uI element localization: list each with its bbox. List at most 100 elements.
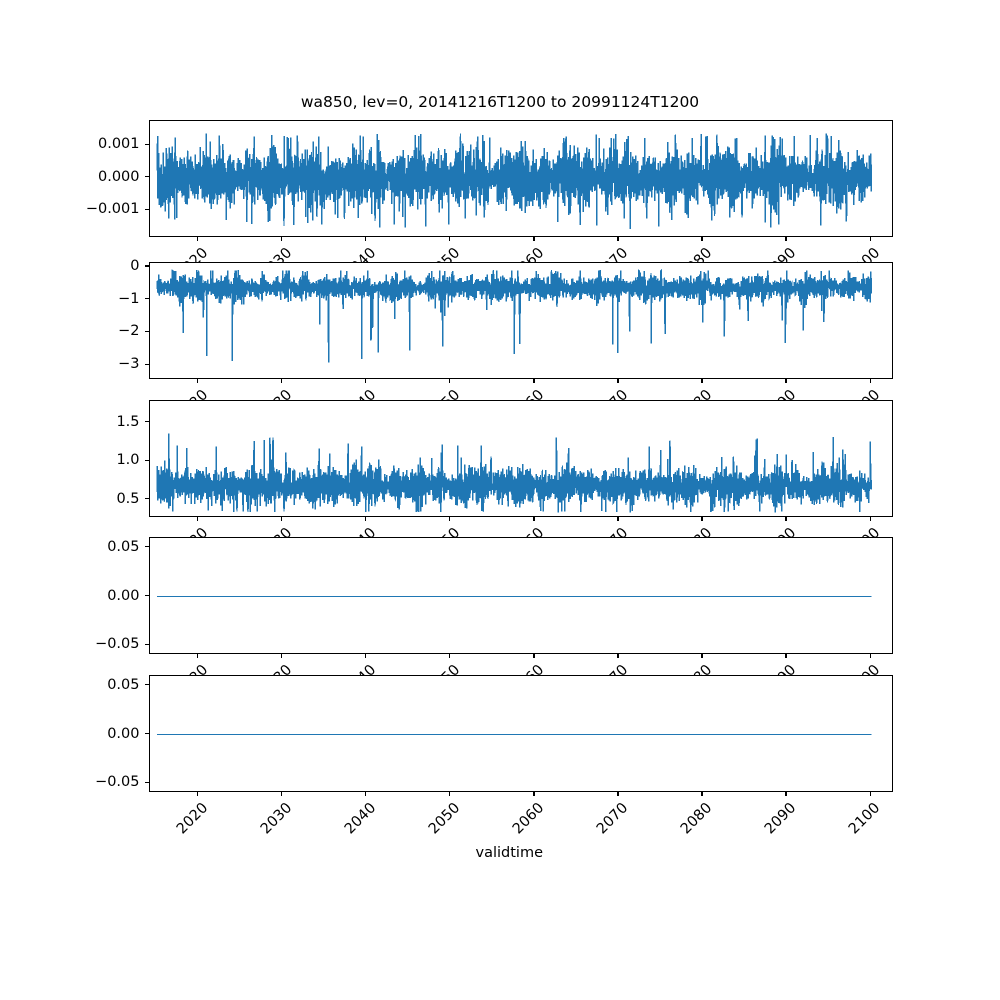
y-tick-mark <box>144 143 149 145</box>
x-tick-mark <box>365 379 367 383</box>
data-trace-fieldmin <box>155 268 872 363</box>
y-tick-label: −1 <box>118 290 140 307</box>
data-trace-fieldmax <box>155 433 872 513</box>
x-tick-mark <box>449 379 451 383</box>
x-tick-label: 2020 <box>115 387 211 400</box>
x-tick-label: 2040 <box>283 525 379 537</box>
x-tick-mark <box>449 654 451 658</box>
axes-frame-nummasked <box>148 537 893 654</box>
x-tick-label: 2080 <box>619 525 715 537</box>
x-tick-mark <box>617 379 619 383</box>
x-tick-label: 2020 <box>115 525 211 537</box>
x-tick-label: 2070 <box>535 662 631 675</box>
axes-frame-numnan <box>148 675 893 792</box>
y-tick-label: 0.001 <box>97 136 140 153</box>
y-tick-mark <box>144 684 149 686</box>
y-tick-mark <box>144 643 149 645</box>
y-tick-label: −0.001 <box>85 201 140 218</box>
data-trace-numnan <box>156 733 871 736</box>
x-tick-label: 2050 <box>367 525 463 537</box>
x-tick-label: 2040 <box>283 387 379 400</box>
y-tick-mark <box>144 421 149 423</box>
panel-fieldmin <box>148 262 893 379</box>
x-tick-mark <box>869 237 871 241</box>
y-tick-label: −0.05 <box>95 636 140 653</box>
x-tick-mark <box>533 792 535 796</box>
x-tick-label: 2070 <box>535 525 631 537</box>
page-title: wa850, lev=0, 20141216T1200 to 20991124T… <box>300 93 700 111</box>
y-tick-mark <box>144 498 149 500</box>
y-tick-label: −2 <box>118 323 140 340</box>
x-tick-label: 2040 <box>283 245 379 262</box>
x-tick-mark <box>701 379 703 383</box>
x-tick-label: 2100 <box>787 662 883 675</box>
x-tick-mark <box>617 237 619 241</box>
x-tick-label: 2060 <box>451 387 547 400</box>
y-tick-label: 0.00 <box>107 587 140 604</box>
x-tick-label: 2030 <box>199 387 295 400</box>
y-tick-mark <box>144 546 149 548</box>
y-tick-mark <box>144 781 149 783</box>
data-trace-nummasked <box>156 595 871 598</box>
x-tick-label: 2060 <box>451 245 547 262</box>
y-tick-label: 0 <box>130 257 140 274</box>
x-tick-label: 2030 <box>199 662 295 675</box>
x-tick-mark <box>449 792 451 796</box>
x-tick-mark <box>365 792 367 796</box>
y-tick-mark <box>144 459 149 461</box>
axes-frame-fieldmax <box>148 400 893 517</box>
x-tick-label: 2030 <box>199 525 295 537</box>
panel-numnan <box>148 675 893 792</box>
x-tick-mark <box>449 237 451 241</box>
x-tick-mark <box>617 654 619 658</box>
x-tick-mark <box>533 237 535 241</box>
x-tick-mark <box>197 379 199 383</box>
x-tick-mark <box>365 237 367 241</box>
x-tick-label: 2100 <box>787 387 883 400</box>
x-tick-mark <box>785 792 787 796</box>
y-tick-mark <box>144 330 149 333</box>
x-tick-mark <box>197 654 199 658</box>
y-tick-mark <box>144 265 149 267</box>
x-tick-label: 2100 <box>787 245 883 262</box>
y-tick-mark <box>144 595 149 597</box>
x-tick-mark <box>281 237 283 241</box>
x-tick-label: 2060 <box>451 525 547 537</box>
x-tick-label: 2060 <box>451 662 547 675</box>
y-tick-label: 0.00 <box>107 725 140 742</box>
y-tick-mark <box>144 176 149 178</box>
x-tick-mark <box>365 654 367 658</box>
x-tick-mark <box>785 237 787 241</box>
x-tick-label: 2050 <box>367 662 463 675</box>
y-tick-mark <box>144 298 149 300</box>
y-tick-label: 0.05 <box>107 538 140 555</box>
data-trace-fieldmean <box>155 133 872 230</box>
x-tick-mark <box>197 237 199 241</box>
x-tick-mark <box>449 517 451 521</box>
panel-fieldmax <box>148 400 893 517</box>
x-tick-mark <box>785 379 787 383</box>
y-tick-label: −0.05 <box>95 774 140 791</box>
y-tick-label: 0.5 <box>116 490 140 507</box>
x-tick-mark <box>617 517 619 521</box>
y-tick-label: 0.000 <box>97 168 140 185</box>
x-tick-mark <box>281 517 283 521</box>
x-tick-label: 2070 <box>535 387 631 400</box>
x-tick-mark <box>197 792 199 796</box>
x-tick-mark <box>281 379 283 383</box>
panel-fieldmean <box>148 120 893 237</box>
x-tick-mark <box>281 654 283 658</box>
x-tick-mark <box>281 792 283 796</box>
x-tick-mark <box>869 517 871 521</box>
y-tick-label: −3 <box>118 356 140 373</box>
x-tick-label: 2020 <box>115 662 211 675</box>
x-axis-label: validtime <box>475 845 544 861</box>
x-tick-label: 2080 <box>619 662 715 675</box>
x-tick-mark <box>869 654 871 658</box>
x-tick-label: 2090 <box>703 662 799 675</box>
